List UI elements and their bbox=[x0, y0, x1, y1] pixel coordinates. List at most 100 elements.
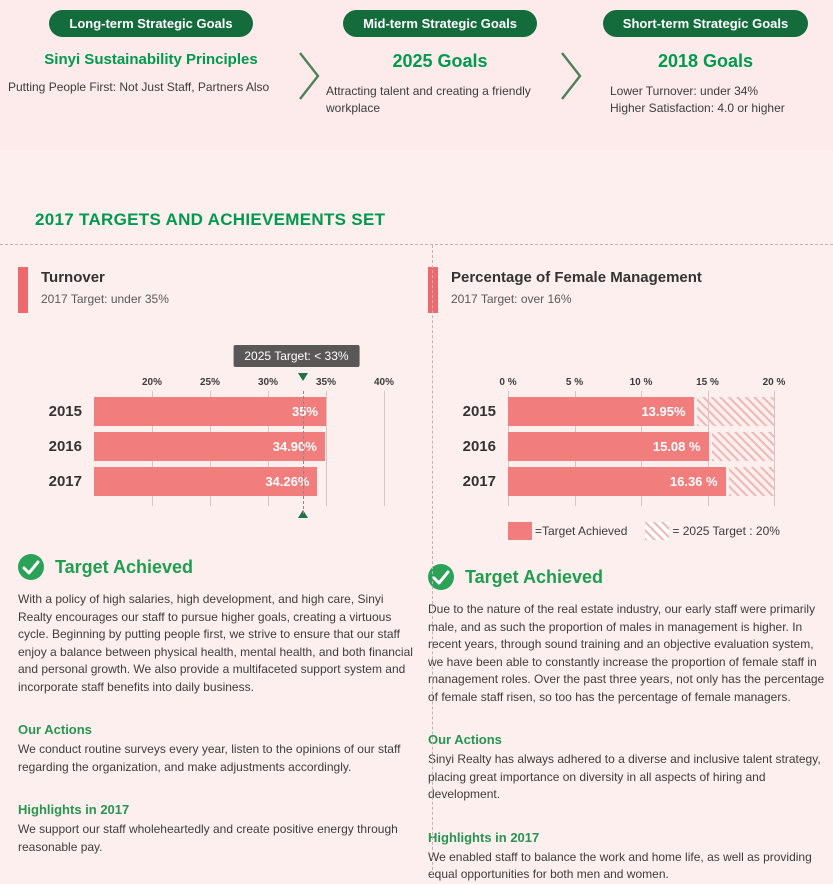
highlights-heading: Highlights in 2017 bbox=[18, 802, 130, 818]
target-marker-up-icon bbox=[297, 510, 308, 518]
desc-line: Putting People First: Not Just Staff, Pa… bbox=[8, 80, 270, 94]
bar-row: 34.26% bbox=[94, 467, 384, 496]
long-term-title: Sinyi Sustainability Principles bbox=[44, 51, 258, 68]
target-marker-down-icon bbox=[297, 373, 308, 381]
year-label: 2017 bbox=[462, 473, 496, 490]
turnover-panel: Turnover 2017 Target: under 35% 20% 25% 30… bbox=[0, 245, 414, 875]
female-management-plot-area: 13.95% 15.08 % 16.36 % bbox=[508, 391, 775, 506]
dashed-divider-vertical bbox=[432, 245, 433, 875]
turnover-target-text: 2017 Target: under 35% bbox=[41, 292, 169, 306]
turnover-chart: 20% 25% 30% 35% 40% 2015 2016 2017 2025 Targ… bbox=[38, 345, 394, 518]
target-2025-tooltip: 2025 Target: < 33% bbox=[233, 345, 360, 367]
short-term-goals-column: Short-term Strategic Goals 2018 Goals Lo… bbox=[584, 10, 827, 118]
target-achieved-row: Target Achieved bbox=[428, 564, 833, 590]
desc-line: Attracting talent and creating a friendl… bbox=[326, 84, 531, 116]
axis-tick-label: 40% bbox=[373, 377, 395, 388]
red-accent-bar bbox=[18, 267, 28, 313]
axis-tick-label: 10 % bbox=[629, 377, 653, 388]
axis-tick-label: 35% bbox=[315, 377, 337, 388]
check-circle-icon bbox=[18, 554, 44, 580]
mid-term-desc: Attracting talent and creating a friendl… bbox=[322, 83, 550, 118]
turnover-plot-area: 2025 Target: < 33% 35% 34.90% bbox=[94, 345, 385, 518]
female-management-panel-header: Percentage of Female Management 2017 Tar… bbox=[428, 267, 833, 313]
turnover-bar-2017: 34.26% bbox=[94, 467, 318, 496]
axis-tick-label: 20 % bbox=[762, 377, 786, 388]
female-management-title: Percentage of Female Management bbox=[451, 269, 702, 286]
year-label: 2016 bbox=[48, 438, 82, 455]
target-achieved-title: Target Achieved bbox=[465, 566, 604, 587]
mid-term-pill: Mid-term Strategic Goals bbox=[343, 10, 537, 37]
bar-value-label: 34.26% bbox=[265, 474, 310, 489]
chart-legend: =Target Achieved = 2025 Target : 20% bbox=[508, 522, 833, 540]
our-actions-text: Sinyi Realty has always adhered to a div… bbox=[428, 752, 821, 802]
short-term-title: 2018 Goals bbox=[657, 51, 754, 71]
year-label: 2016 bbox=[462, 438, 496, 455]
long-term-desc: Putting People First: Not Just Staff, Pa… bbox=[6, 79, 296, 96]
turnover-bar-2015: 35% bbox=[94, 397, 326, 426]
hatched-2025-target-zone bbox=[728, 467, 774, 496]
short-term-pill: Short-term Strategic Goals bbox=[602, 10, 809, 37]
strategic-goals-header: Long-term Strategic Goals Sinyi Sustaina… bbox=[0, 0, 833, 150]
x-axis-ticks: 20% 25% 30% 35% 40% bbox=[94, 377, 394, 397]
our-actions-text: We conduct routine surveys every year, l… bbox=[18, 742, 401, 774]
legend-label: = 2025 Target : 20% bbox=[672, 524, 780, 538]
bar-row: 15.08 % bbox=[508, 432, 774, 461]
turnover-bar-2016: 34.90% bbox=[94, 432, 325, 461]
turnover-body-text: With a policy of high salaries, high dev… bbox=[18, 592, 413, 694]
female-bar-2017: 16.36 % bbox=[508, 467, 726, 496]
hatched-2025-target-zone bbox=[696, 397, 774, 426]
target-achieved-title: Target Achieved bbox=[55, 556, 194, 577]
highlights-text: We enabled staff to balance the work and… bbox=[428, 849, 812, 882]
mid-term-title: 2025 Goals bbox=[392, 51, 488, 71]
hatched-2025-target-zone bbox=[711, 432, 774, 461]
y-axis-labels: 2015 2016 2017 bbox=[452, 397, 508, 502]
long-term-goals-column: Long-term Strategic Goals Sinyi Sustaina… bbox=[6, 10, 296, 96]
section-title: 2017 TARGETS AND ACHIEVEMENTS SET bbox=[35, 210, 386, 229]
legend-solid-swatch bbox=[508, 522, 532, 540]
bar-row: 35% bbox=[94, 397, 384, 426]
axis-tick-label: 20% bbox=[141, 377, 163, 388]
year-label: 2015 bbox=[462, 403, 496, 420]
short-term-desc: Lower Turnover: under 34% Higher Satisfa… bbox=[584, 83, 827, 118]
y-axis-labels: 2015 2016 2017 bbox=[38, 397, 94, 502]
turnover-panel-header: Turnover 2017 Target: under 35% bbox=[18, 267, 414, 313]
desc-line: Lower Turnover: under 34% bbox=[610, 84, 759, 98]
female-management-target-text: 2017 Target: over 16% bbox=[451, 292, 572, 306]
female-management-panel: Percentage of Female Management 2017 Tar… bbox=[414, 245, 833, 881]
long-term-pill: Long-term Strategic Goals bbox=[49, 10, 253, 37]
axis-tick-label: 0 % bbox=[499, 377, 517, 388]
bar-value-label: 35% bbox=[291, 404, 318, 419]
bar-value-label: 15.08 % bbox=[652, 439, 701, 454]
chevron-right-icon bbox=[558, 50, 584, 102]
female-management-chart: 0 % 5 % 10 % 15 % 20 % 2015 2016 2017 13.95% bbox=[452, 377, 785, 506]
targets-content: Turnover 2017 Target: under 35% 20% 25% 30… bbox=[0, 245, 833, 881]
axis-tick-label: 15 % bbox=[696, 377, 719, 388]
legend-label: =Target Achieved bbox=[535, 524, 628, 538]
bar-value-label: 13.95% bbox=[641, 404, 686, 419]
bar-row: 13.95% bbox=[508, 397, 774, 426]
bar-row: 16.36 % bbox=[508, 467, 774, 496]
female-bar-2016: 15.08 % bbox=[508, 432, 709, 461]
axis-tick-label: 25% bbox=[199, 377, 221, 388]
axis-tick-label: 30% bbox=[257, 377, 279, 388]
target-2025-dashed-line bbox=[302, 391, 304, 514]
bar-value-label: 34.90% bbox=[272, 439, 317, 454]
gridline bbox=[384, 391, 385, 506]
highlights-heading: Highlights in 2017 bbox=[428, 829, 540, 845]
chevron-right-icon bbox=[296, 50, 322, 102]
dashed-divider-horizontal bbox=[0, 244, 833, 245]
year-label: 2015 bbox=[48, 403, 82, 420]
female-bar-2015: 13.95% bbox=[508, 397, 694, 426]
mid-term-goals-column: Mid-term Strategic Goals 2025 Goals Attr… bbox=[322, 10, 558, 118]
year-label: 2017 bbox=[48, 473, 82, 490]
turnover-title: Turnover bbox=[41, 269, 105, 286]
gridline bbox=[326, 391, 327, 506]
gridline bbox=[774, 391, 775, 506]
female-management-body-text: Due to the nature of the real estate ind… bbox=[428, 602, 825, 704]
x-axis-ticks: 0 % 5 % 10 % 15 % 20 % bbox=[499, 377, 785, 397]
bar-value-label: 16.36 % bbox=[669, 474, 718, 489]
red-accent-bar bbox=[428, 267, 438, 313]
legend-hatched-swatch bbox=[645, 522, 670, 540]
axis-tick-label: 5 % bbox=[565, 377, 584, 388]
